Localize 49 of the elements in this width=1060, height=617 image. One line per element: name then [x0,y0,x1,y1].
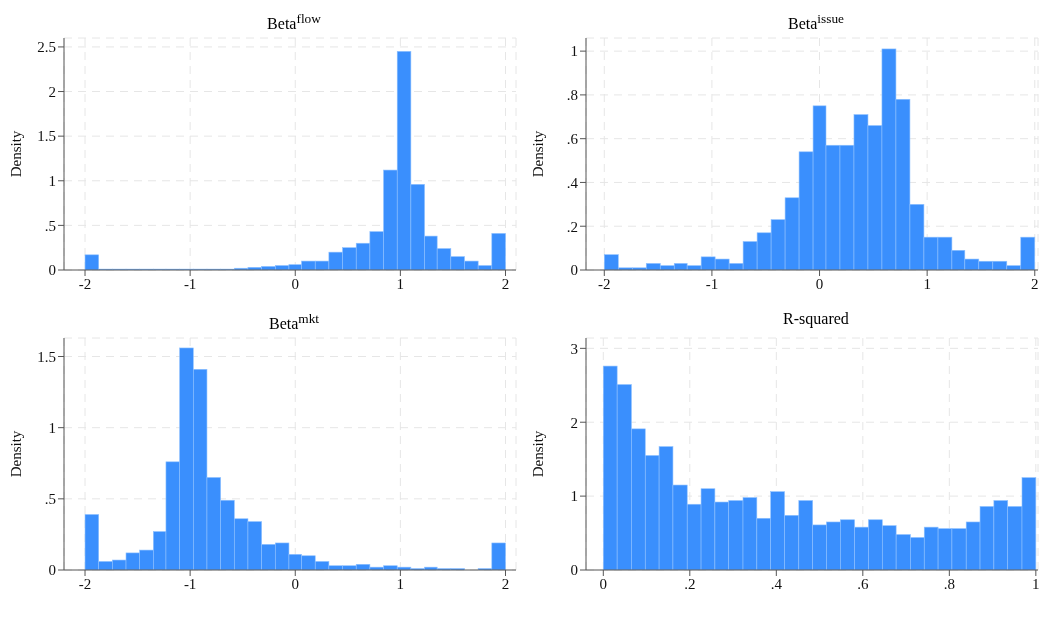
chart-title: Beta$^{issue}$ [787,10,845,33]
y-tick-label: 1 [570,488,578,505]
y-tick-label: .5 [44,491,56,508]
y-tick-label: 1 [48,419,56,436]
x-tick-label: 0 [815,275,824,292]
y-tick-label: .4 [566,174,579,191]
x-tick-label: -1 [183,575,197,592]
x-tick-label: .8 [943,575,955,592]
x-tick-label: 1 [396,275,405,292]
chart-title: Beta$^{mkt}$ [267,310,321,333]
x-tick-label: -2 [598,275,611,292]
y-axis-title: Density [530,130,547,178]
y-tick-label: 2.5 [37,39,56,56]
x-tick-label: 1 [923,275,931,292]
y-tick-label: 1.5 [37,348,56,365]
y-tick-label: 1 [570,43,578,60]
y-tick-label: 0 [570,262,578,279]
x-tick-label: 0 [291,575,300,592]
y-axis-title: Density [8,430,25,478]
chart-title: Beta$^{flow}$ [266,10,322,33]
y-tick-label: 3 [570,340,578,357]
y-tick-label: .6 [566,131,579,147]
x-tick-label: -1 [705,275,719,292]
y-tick-label: 0 [570,562,578,579]
y-tick-label: 2 [48,83,56,100]
y-axis-title: Density [8,130,25,178]
y-tick-label: 0 [48,562,56,579]
x-tick-label: -2 [78,575,92,592]
x-tick-label: 1 [1032,575,1040,592]
x-tick-label: -2 [78,275,92,292]
x-tick-label: 1 [396,575,405,592]
chart-title: R-squared [782,309,850,330]
x-tick-label: .2 [684,575,696,592]
x-tick-label: .4 [770,575,783,592]
x-tick-label: 0 [291,275,300,292]
y-axis-title: Density [530,430,547,478]
y-tick-label: .2 [566,218,578,235]
y-tick-label: 1 [48,173,56,190]
x-tick-label: 0 [599,575,608,592]
y-tick-label: 1.5 [37,128,56,145]
y-tick-label: 0 [48,262,56,279]
y-tick-label: .8 [566,87,578,104]
x-tick-label: -1 [183,275,197,292]
y-tick-label: .5 [44,217,56,234]
x-tick-label: 2 [501,275,510,292]
x-tick-label: 2 [1031,275,1039,292]
x-tick-label: .6 [857,575,869,592]
y-tick-label: 2 [570,414,578,431]
x-tick-label: 2 [501,575,510,592]
